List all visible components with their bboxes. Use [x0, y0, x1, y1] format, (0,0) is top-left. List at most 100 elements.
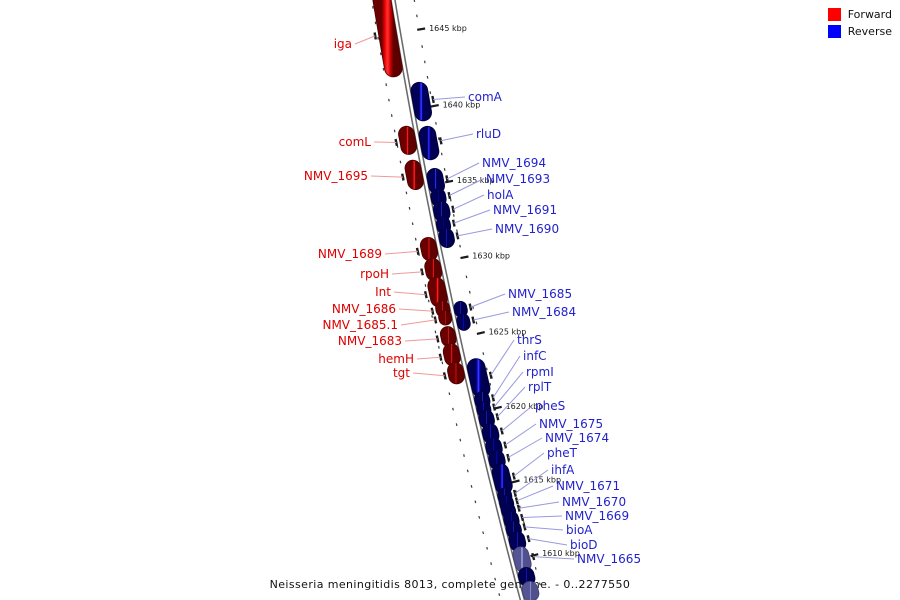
gene-glyph-NMV_1665[interactable] [513, 547, 531, 572]
gene-glyph-bioD[interactable] [509, 531, 526, 552]
minor-tick [455, 423, 458, 427]
label-callout-line [391, 271, 423, 275]
gene-label-NMV_1689[interactable]: NMV_1689 [318, 247, 382, 261]
axis-tick-mark [511, 479, 520, 484]
gene-label-NMV_1694[interactable]: NMV_1694 [482, 156, 546, 170]
gene-label-rluD[interactable]: rluD [476, 127, 501, 141]
gene-label-rpmI[interactable]: rpmI [526, 365, 554, 379]
gene-label-NMV_1685[interactable]: NMV_1685 [508, 287, 572, 301]
gene-label-NMV_1693[interactable]: NMV_1693 [486, 172, 550, 186]
gene-glyph-NMV_1674[interactable] [489, 451, 505, 470]
gene-glyphs [372, 0, 540, 600]
label-callout-line [384, 250, 418, 255]
gene-label-NMV_1691[interactable]: NMV_1691 [493, 203, 557, 217]
gene-label-iga[interactable]: iga [334, 37, 352, 51]
gene-label-pheT[interactable]: pheT [547, 446, 578, 460]
gene-label-pheS[interactable]: pheS [535, 399, 565, 413]
label-callout-line [507, 437, 543, 458]
axis-tick-label: 1620 kbp [506, 402, 544, 411]
label-callout-line [524, 526, 564, 531]
gene-label-NMV_1685.1[interactable]: NMV_1685.1 [322, 318, 398, 332]
gene-label-NMV_1683[interactable]: NMV_1683 [338, 334, 402, 348]
axis-tick-label: 1610 kbp [542, 549, 580, 558]
gene-glyph-NMV_1695[interactable] [405, 160, 423, 190]
gene-label-NMV_1670[interactable]: NMV_1670 [562, 495, 626, 509]
gene-glyph-comA[interactable] [411, 82, 432, 121]
gene-glyph-NMV_1685[interactable] [454, 301, 467, 317]
gene-glyph-holA[interactable] [433, 201, 450, 222]
forward-swatch-icon [827, 8, 841, 21]
label-callout-line [490, 339, 515, 376]
gene-label-NMV_1665[interactable]: NMV_1665 [577, 552, 641, 566]
label-callout-line [373, 141, 397, 143]
gene-label-comL[interactable]: comL [339, 135, 372, 149]
gene-label-comA[interactable]: comA [468, 90, 503, 104]
gene-glyph-NMV_1684[interactable] [457, 314, 470, 330]
reverse-swatch-icon [827, 25, 841, 38]
minor-tick [408, 206, 411, 210]
gene-glyph[interactable] [522, 581, 539, 600]
gene-glyph-NMV_1691[interactable] [436, 217, 451, 234]
label-anchor-dash [512, 489, 517, 497]
gene-label-NMV_1674[interactable]: NMV_1674 [545, 431, 609, 445]
gene-glyph-pheT[interactable] [492, 464, 512, 494]
gene-glyph-Int[interactable] [428, 277, 447, 307]
label-callout-line [404, 338, 438, 342]
gene-label-tgt[interactable]: tgt [393, 366, 410, 380]
gene-label-thrS[interactable]: thrS [517, 333, 542, 347]
gene-label-NMV_1684[interactable]: NMV_1684 [512, 305, 576, 319]
gene-glyph-NMV_1675[interactable] [486, 438, 502, 457]
gene-label-hemH[interactable]: hemH [378, 352, 414, 366]
gene-glyph-tgt[interactable] [447, 363, 465, 384]
gene-label-rplT[interactable]: rplT [528, 380, 552, 394]
gene-glyph-NMV_1690[interactable] [439, 229, 455, 248]
gene-label-NMV_1690[interactable]: NMV_1690 [495, 222, 559, 236]
gene-glyph-rpoH[interactable] [425, 258, 442, 281]
gene-glyph-rplT[interactable] [479, 410, 495, 428]
legend-item-reverse: Reverse [827, 25, 892, 38]
minor-tick [427, 299, 430, 303]
gene-glyph-NMV_1683[interactable] [440, 327, 456, 347]
gene-label-NMV_1671[interactable]: NMV_1671 [556, 479, 620, 493]
axis-tick-label: 1640 kbp [443, 100, 481, 109]
gene-label-ihfA[interactable]: ihfA [551, 463, 575, 477]
minor-tick [434, 330, 437, 334]
gene-glyph-hemH[interactable] [443, 343, 460, 366]
gene-label-infC[interactable]: infC [523, 349, 547, 363]
gene-label-rpoH[interactable]: rpoH [360, 267, 389, 281]
gene-glyph-NMV_1694[interactable] [427, 168, 445, 194]
minor-tick [459, 438, 462, 442]
minor-tick [459, 244, 461, 248]
minor-tick [411, 222, 414, 226]
gene-label-NMV_1686[interactable]: NMV_1686 [332, 302, 396, 316]
gene-glyph-rpmI[interactable] [477, 401, 491, 417]
label-callouts [354, 32, 575, 561]
label-callout-line [493, 371, 524, 408]
gene-label-holA[interactable]: holA [487, 188, 514, 202]
gene-label-NMV_1669[interactable]: NMV_1669 [565, 509, 629, 523]
minor-tick [452, 214, 455, 217]
gene-label-bioD[interactable]: bioD [570, 538, 598, 552]
gene-label-NMV_1695[interactable]: NMV_1695 [304, 169, 368, 183]
label-callout-line [449, 178, 484, 196]
gene-glyph[interactable] [518, 567, 535, 587]
minor-tick [534, 567, 537, 570]
gene-glyph-NMV_1693[interactable] [431, 189, 446, 207]
gene-label-NMV_1675[interactable]: NMV_1675 [539, 417, 603, 431]
minor-tick [405, 191, 408, 195]
gene-glyph-bioA[interactable] [506, 521, 522, 538]
minor-tick [431, 315, 433, 318]
gene-glyph-thrS[interactable] [467, 359, 490, 398]
gene-glyph-NMV_1686[interactable] [436, 301, 450, 317]
minor-tick [466, 469, 469, 473]
label-callout-line [398, 308, 433, 312]
label-callout-line [452, 194, 485, 210]
gene-label-bioA[interactable]: bioA [566, 523, 593, 537]
gene-label-Int[interactable]: Int [375, 285, 391, 299]
gene-glyph-NMV_1689[interactable] [420, 237, 438, 261]
gene-glyph-comL[interactable] [398, 126, 417, 155]
gene-glyph-pheS[interactable] [482, 424, 499, 444]
gene-glyph-NMV_1670[interactable] [501, 503, 516, 519]
gene-glyph-rluD[interactable] [419, 126, 439, 160]
gene-glyph-iga[interactable] [373, 0, 402, 77]
